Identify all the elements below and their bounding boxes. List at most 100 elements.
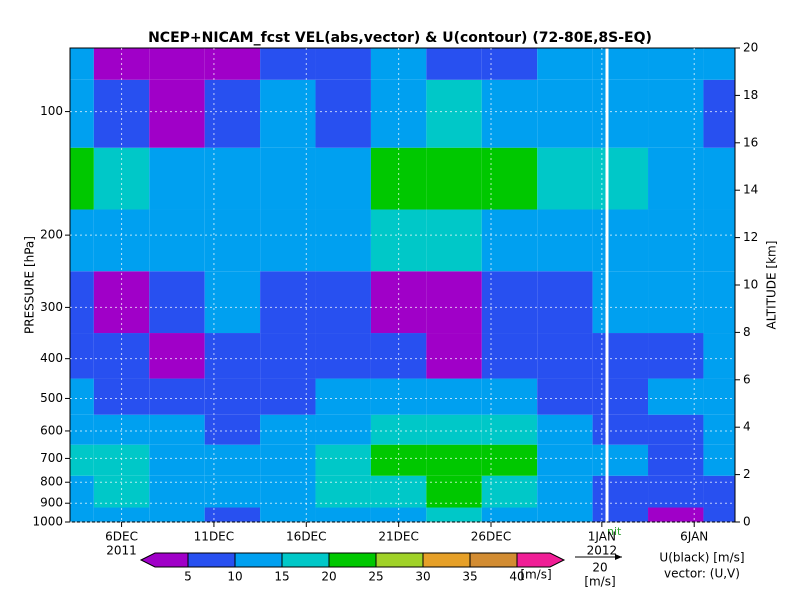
y2-tick-label: 18 bbox=[743, 88, 758, 102]
speed-cell bbox=[592, 444, 649, 476]
speed-cell bbox=[260, 333, 316, 379]
speed-cell bbox=[648, 507, 704, 522]
speed-cell bbox=[204, 378, 261, 415]
chart-title: NCEP+NICAM_fcst VEL(abs,vector) & U(cont… bbox=[148, 30, 652, 46]
speed-cell bbox=[537, 79, 593, 148]
speed-cell bbox=[426, 414, 482, 445]
speed-cell bbox=[481, 333, 538, 379]
field bbox=[70, 48, 735, 522]
y2-tick-label: 14 bbox=[743, 183, 758, 197]
speed-cell bbox=[260, 48, 316, 80]
speed-cell bbox=[537, 209, 593, 272]
speed-cell bbox=[204, 475, 261, 508]
colorbar-label: 15 bbox=[274, 570, 289, 584]
ref-vector-unit: [m/s] bbox=[584, 575, 615, 589]
speed-cell bbox=[93, 333, 150, 379]
speed-cell bbox=[260, 414, 316, 445]
speed-cell bbox=[70, 79, 94, 148]
speed-cell bbox=[93, 475, 150, 508]
colorbar-unit: [m/s] bbox=[520, 568, 551, 582]
y2-tick-label: 12 bbox=[743, 230, 758, 244]
colorbar-segment bbox=[234, 552, 283, 568]
colorbar-segment bbox=[328, 552, 377, 568]
y-tick-label: 200 bbox=[40, 228, 63, 242]
speed-cell bbox=[370, 475, 427, 508]
speed-cell bbox=[481, 147, 538, 210]
colorbar-label: 30 bbox=[415, 570, 430, 584]
speed-cell bbox=[703, 414, 735, 445]
y2-tick-label: 20 bbox=[743, 41, 758, 55]
speed-cell bbox=[149, 444, 205, 476]
speed-cell bbox=[204, 271, 261, 334]
speed-cell bbox=[537, 271, 593, 334]
colorbar-segment bbox=[139, 552, 189, 568]
y2-tick-label: 16 bbox=[743, 135, 758, 149]
speed-cell bbox=[481, 79, 538, 148]
speed-cell bbox=[70, 333, 94, 379]
colorbar-segment bbox=[469, 552, 518, 568]
speed-cell bbox=[204, 507, 261, 522]
speed-cell bbox=[315, 48, 371, 80]
speed-cell bbox=[703, 378, 735, 415]
speed-cell bbox=[537, 333, 593, 379]
speed-cell bbox=[537, 475, 593, 508]
speed-cell bbox=[370, 271, 427, 334]
speed-cell bbox=[260, 507, 316, 522]
speed-cell bbox=[426, 444, 482, 476]
speed-cell bbox=[703, 48, 735, 80]
speed-cell bbox=[204, 79, 261, 148]
speed-cell bbox=[426, 209, 482, 272]
y2-tick-label: 0 bbox=[743, 515, 751, 529]
speed-cell bbox=[648, 475, 704, 508]
speed-cell bbox=[537, 444, 593, 476]
ref-vector-value: 20 bbox=[592, 561, 607, 575]
speed-cell bbox=[315, 444, 371, 476]
speed-cell bbox=[703, 444, 735, 476]
speed-cell bbox=[70, 147, 94, 210]
x-tick-label: 11DEC bbox=[194, 530, 234, 544]
speed-cell bbox=[537, 378, 593, 415]
speed-cell bbox=[426, 79, 482, 148]
speed-cell bbox=[481, 378, 538, 415]
init-label: nit bbox=[607, 525, 622, 538]
colorbar-segment bbox=[375, 552, 424, 568]
speed-cell bbox=[537, 507, 593, 522]
speed-cell bbox=[260, 147, 316, 210]
speed-cell bbox=[315, 333, 371, 379]
speed-cell bbox=[260, 271, 316, 334]
y-tick-label: 100 bbox=[40, 104, 63, 118]
x-tick-label: 6JAN bbox=[680, 530, 708, 544]
speed-cell bbox=[204, 147, 261, 210]
speed-cell bbox=[648, 444, 704, 476]
speed-cell bbox=[648, 147, 704, 210]
y2-axis-label: ALTITUDE [km] bbox=[765, 241, 779, 330]
speed-cell bbox=[703, 333, 735, 379]
speed-cell bbox=[648, 271, 704, 334]
speed-cell bbox=[592, 48, 649, 80]
speed-cell bbox=[204, 48, 261, 80]
speed-cell bbox=[537, 414, 593, 445]
colorbar-label: 35 bbox=[462, 570, 477, 584]
speed-cell bbox=[370, 333, 427, 379]
speed-cell bbox=[315, 147, 371, 210]
speed-cell bbox=[260, 475, 316, 508]
speed-cell bbox=[481, 271, 538, 334]
x-tick-label: 26DEC bbox=[471, 530, 511, 544]
speed-cell bbox=[592, 378, 649, 415]
y2-tick-label: 8 bbox=[743, 325, 751, 339]
speed-cell bbox=[70, 507, 94, 522]
speed-cell bbox=[315, 414, 371, 445]
speed-cell bbox=[149, 147, 205, 210]
speed-cell bbox=[592, 271, 649, 334]
y-tick-label: 900 bbox=[40, 496, 63, 510]
speed-cell bbox=[481, 444, 538, 476]
speed-cell bbox=[703, 147, 735, 210]
speed-cell bbox=[592, 333, 649, 379]
speed-cell bbox=[70, 209, 94, 272]
y-tick-label: 600 bbox=[40, 423, 63, 437]
speed-cell bbox=[315, 209, 371, 272]
note: U(black) [m/s] bbox=[659, 551, 744, 565]
colorbar-segment bbox=[187, 552, 236, 568]
y2-tick-label: 4 bbox=[743, 420, 751, 434]
